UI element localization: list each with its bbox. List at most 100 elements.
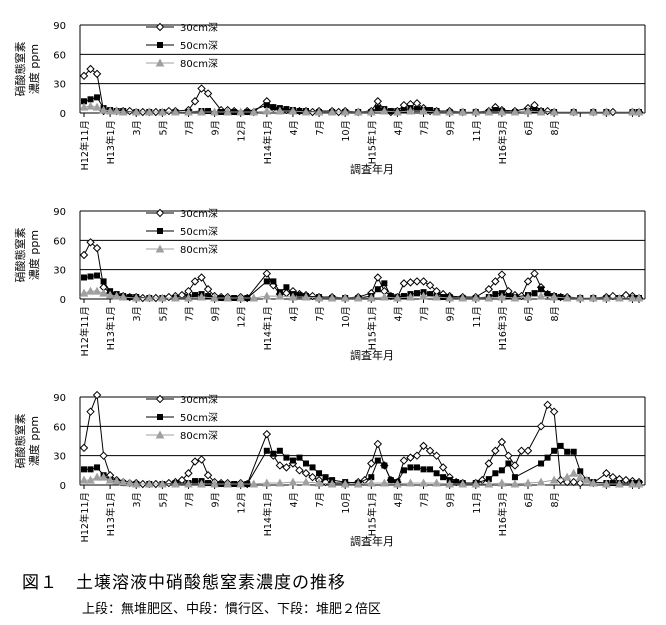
legend-marker: [157, 414, 163, 420]
x-tick-label: 7月: [315, 120, 326, 136]
x-tick-label: 10月: [341, 120, 352, 142]
data-point: [380, 478, 389, 487]
x-tick-label: 6月: [524, 120, 535, 136]
data-point: [575, 472, 585, 481]
x-tick-label: H16年3月: [497, 306, 509, 350]
data-point: [249, 479, 259, 488]
data-point: [275, 291, 285, 300]
figure-caption-subtitle: 上段：無堆肥区、中段：慣行区、下段：堆肥２倍区: [82, 602, 382, 617]
data-point: [158, 479, 167, 488]
data-point: [131, 479, 141, 488]
x-tick-label: 4月: [289, 306, 300, 322]
data-point: [270, 278, 277, 285]
data-point: [301, 107, 311, 116]
data-point: [296, 292, 303, 299]
y-tick-label: 30: [53, 80, 66, 91]
data-point: [543, 400, 552, 410]
data-point: [99, 472, 108, 481]
data-point: [419, 277, 428, 286]
data-point: [536, 107, 546, 116]
data-point: [79, 475, 89, 484]
data-point: [414, 106, 420, 113]
data-point: [366, 478, 376, 487]
x-tick-label: 11月: [472, 306, 483, 328]
data-point: [314, 478, 324, 487]
data-point: [484, 479, 494, 488]
data-point: [510, 461, 520, 470]
data-point: [236, 293, 246, 302]
data-point: [544, 291, 551, 298]
data-point: [197, 107, 206, 116]
data-point: [131, 107, 141, 116]
data-point: [210, 293, 219, 302]
data-point: [492, 291, 499, 298]
legend-label: 30cm深: [180, 394, 218, 406]
legend-marker: [157, 42, 163, 48]
x-tick-label: 12月: [237, 306, 248, 328]
data-point: [288, 106, 298, 115]
data-point: [453, 479, 460, 486]
data-point: [498, 467, 505, 474]
legend-label: 50cm深: [180, 40, 218, 52]
x-tick-label: 9月: [211, 492, 222, 508]
data-point: [549, 292, 559, 301]
data-point: [373, 273, 383, 282]
data-point: [458, 479, 468, 488]
x-tick-label: H15年1月: [366, 492, 378, 536]
data-point: [420, 466, 427, 473]
data-point: [510, 107, 520, 116]
data-point: [492, 107, 499, 114]
data-point: [118, 107, 128, 116]
legend: 30cm深 50cm深 80cm深: [146, 208, 218, 256]
data-point: [184, 107, 193, 116]
x-tick-label: 4月: [289, 492, 300, 508]
series-3: [79, 468, 644, 488]
data-point: [510, 293, 520, 302]
data-point: [427, 466, 434, 473]
data-point: [497, 107, 507, 116]
x-tick-label: 8月: [550, 120, 561, 136]
data-point: [316, 470, 323, 477]
data-point: [551, 447, 558, 454]
data-point: [131, 293, 141, 302]
x-tick-label: 10月: [341, 492, 352, 514]
data-point: [184, 293, 193, 302]
data-point: [275, 478, 285, 487]
x-tick-label: 12月: [237, 492, 248, 514]
data-point: [276, 447, 283, 454]
y-tick-label: 30: [53, 266, 66, 277]
data-point: [86, 238, 95, 247]
data-point: [367, 459, 376, 468]
data-point: [427, 107, 434, 114]
data-point: [270, 104, 277, 111]
chart-panel-1: 0 30 60 90 硝酸態窒素 濃度 ppm H12年11月 H13年1月 3月 5月 7月 9月 1…: [13, 21, 646, 176]
x-tick-label: 7月: [184, 120, 195, 136]
data-point: [79, 71, 89, 81]
x-axis-title: 調査年月: [350, 348, 394, 362]
data-point: [87, 96, 94, 103]
x-tick-label: H12年11月: [79, 492, 91, 542]
data-point: [86, 475, 95, 484]
data-point: [210, 479, 219, 488]
data-point: [523, 106, 533, 115]
data-point: [301, 477, 311, 486]
series-1: [79, 390, 644, 489]
data-point: [94, 272, 101, 279]
data-point: [236, 479, 246, 488]
legend-label: 80cm深: [180, 244, 218, 256]
x-tick-label: 9月: [446, 492, 457, 508]
data-point: [432, 451, 441, 460]
x-tick-label: 8月: [550, 306, 561, 322]
data-point: [484, 459, 494, 468]
data-point: [393, 293, 402, 302]
data-point: [497, 292, 507, 301]
data-point: [87, 273, 94, 280]
data-point: [340, 107, 350, 116]
data-point: [197, 84, 206, 93]
data-point: [164, 106, 174, 116]
data-point: [634, 293, 644, 302]
data-point: [295, 466, 304, 475]
data-point: [609, 480, 616, 487]
data-point: [105, 106, 115, 115]
